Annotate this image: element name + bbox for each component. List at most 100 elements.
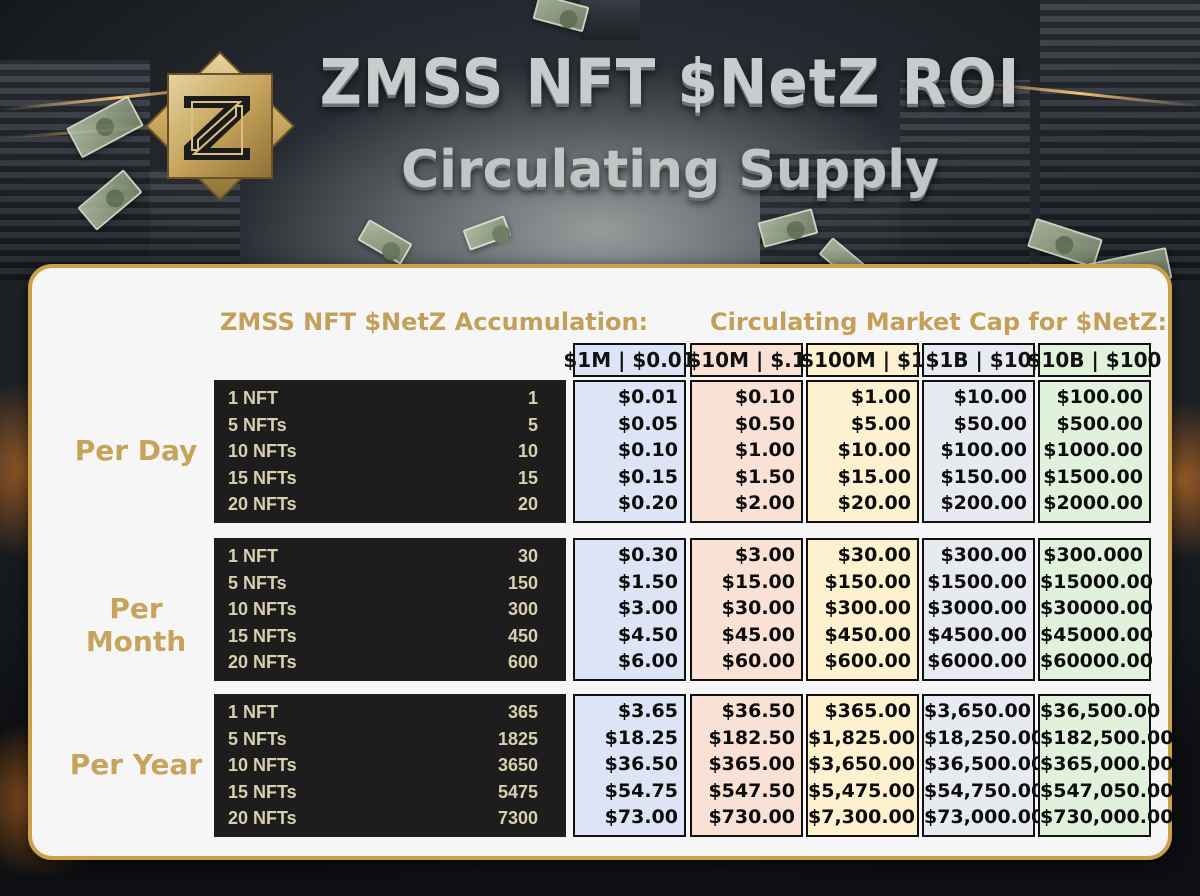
value-cell: $0.01 bbox=[617, 386, 678, 408]
value-cell: $3,650.00 bbox=[924, 700, 1031, 722]
accumulation-row: 20 NFTs 20 bbox=[214, 492, 566, 518]
token-amount: 1 bbox=[527, 388, 538, 408]
value-cell: $3.00 bbox=[734, 544, 795, 566]
value-column-box: $300.00 $1500.00 $3000.00 $4500.00 $6000.00 bbox=[922, 538, 1035, 681]
column-header: $1M | $0.01 bbox=[563, 343, 696, 377]
value-cell: $6.00 bbox=[617, 650, 678, 673]
value-cell: $73.00 bbox=[604, 806, 678, 829]
nft-count-label: 1 NFT bbox=[228, 702, 279, 722]
value-cell: $3,650.00 bbox=[808, 753, 915, 776]
page-subtitle: Circulating Supply bbox=[400, 140, 940, 200]
token-amount: 30 bbox=[517, 546, 538, 566]
value-cell: $10.00 bbox=[953, 386, 1027, 408]
value-column-box: $3.00 $15.00 $30.00 $45.00 $60.00 bbox=[690, 538, 803, 681]
value-cell: $182,500.00 bbox=[1040, 726, 1174, 749]
accumulation-row: 5 NFTs 1825 bbox=[214, 727, 566, 753]
accumulation-row: 15 NFTs 450 bbox=[214, 624, 566, 650]
value-cell: $3.65 bbox=[617, 700, 678, 722]
value-cell: $36,500.00 bbox=[924, 753, 1045, 776]
value-cell: $5,475.00 bbox=[808, 779, 915, 802]
token-amount: 5475 bbox=[497, 781, 538, 802]
token-amount: 600 bbox=[507, 652, 538, 673]
token-amount: 300 bbox=[507, 599, 538, 620]
value-cell: $1.50 bbox=[617, 570, 678, 593]
nft-count-label: 5 NFTs bbox=[228, 414, 287, 435]
nft-count-label: 5 NFTs bbox=[228, 572, 287, 593]
nft-count-label: 15 NFTs bbox=[228, 625, 297, 646]
accumulation-row: 10 NFTs 10 bbox=[214, 439, 566, 465]
value-cell: $0.30 bbox=[617, 544, 678, 566]
value-column-box: $365.00 $1,825.00 $3,650.00 $5,475.00 $7,300… bbox=[806, 694, 919, 837]
value-cell: $73,000.00 bbox=[924, 806, 1045, 829]
accumulation-header: ZMSS NFT $NetZ Accumulation: bbox=[220, 308, 649, 336]
value-cell: $547,050.00 bbox=[1040, 779, 1174, 802]
value-cell: $4.50 bbox=[617, 623, 678, 646]
value-cell: $0.20 bbox=[617, 492, 678, 515]
token-amount: 1825 bbox=[497, 728, 538, 749]
value-cell: $60.00 bbox=[721, 650, 795, 673]
nft-count-label: 15 NFTs bbox=[228, 467, 297, 488]
value-cell: $60000.00 bbox=[1040, 650, 1153, 673]
value-column-box: $300.000 $15000.00 $30000.00 $45000.00 $6000… bbox=[1038, 538, 1153, 681]
group-label: Per Year bbox=[69, 748, 203, 781]
accumulation-row: 20 NFTs 600 bbox=[214, 650, 566, 676]
value-cell: $36,500.00 bbox=[1040, 700, 1161, 722]
token-amount: 5 bbox=[527, 414, 538, 435]
value-cell: $30.00 bbox=[837, 544, 911, 566]
value-column-box: $30.00 $150.00 $300.00 $450.00 $600.00 bbox=[806, 538, 919, 681]
value-cell: $15.00 bbox=[837, 465, 911, 488]
value-cell: $5.00 bbox=[850, 412, 911, 435]
accumulation-row: 5 NFTs 150 bbox=[214, 571, 566, 597]
roi-table-panel: ZMSS NFT $NetZ Accumulation: Circulating… bbox=[28, 264, 1174, 860]
value-cell: $365.00 bbox=[824, 700, 911, 722]
nft-count-label: 10 NFTs bbox=[228, 755, 297, 776]
value-cell: $10.00 bbox=[837, 439, 911, 462]
value-cell: $18,250.00 bbox=[924, 726, 1045, 749]
value-cell: $6000.00 bbox=[927, 650, 1027, 673]
column-header: $1B | $10 bbox=[922, 343, 1035, 377]
value-cell: $730,000.00 bbox=[1040, 806, 1174, 829]
accumulation-row: 1 NFT 365 bbox=[214, 700, 566, 726]
token-amount: 450 bbox=[507, 625, 538, 646]
column-header: $10M | $.1 bbox=[687, 343, 806, 377]
value-cell: $3.00 bbox=[617, 597, 678, 620]
value-cell: $300.00 bbox=[824, 597, 911, 620]
value-cell: $450.00 bbox=[824, 623, 911, 646]
value-column-box: $100.00 $500.00 $1000.00 $1500.00 $2000.00 bbox=[1038, 380, 1151, 523]
value-cell: $15.00 bbox=[721, 570, 795, 593]
accumulation-row: 15 NFTs 5475 bbox=[214, 780, 566, 806]
accumulation-box: 1 NFT 1 5 NFTs 5 10 NFTs 10 15 NFTs 15 20 NFTs 20 bbox=[214, 380, 566, 523]
value-cell: $0.05 bbox=[617, 412, 678, 435]
value-cell: $1.50 bbox=[734, 465, 795, 488]
value-cell: $45000.00 bbox=[1040, 623, 1153, 646]
accumulation-row: 20 NFTs 7300 bbox=[214, 806, 566, 832]
value-cell: $45.00 bbox=[721, 623, 795, 646]
nft-count-label: 1 NFT bbox=[228, 388, 279, 408]
value-cell: $1.00 bbox=[734, 439, 795, 462]
value-cell: $1,825.00 bbox=[808, 726, 915, 749]
accumulation-box: 1 NFT 30 5 NFTs 150 10 NFTs 300 15 NFTs 450 20 N… bbox=[214, 538, 566, 681]
nft-count-label: 20 NFTs bbox=[228, 494, 297, 515]
token-amount: 15 bbox=[517, 467, 538, 488]
token-amount: 10 bbox=[517, 441, 538, 462]
value-cell: $54.75 bbox=[604, 779, 678, 802]
value-cell: $20.00 bbox=[837, 492, 911, 515]
accumulation-row: 5 NFTs 5 bbox=[214, 413, 566, 439]
value-cell: $54,750.00 bbox=[924, 779, 1045, 802]
accumulation-row: 1 NFT 1 bbox=[214, 386, 566, 412]
value-cell: $15000.00 bbox=[1040, 570, 1153, 593]
value-column-box: $0.01 $0.05 $0.10 $0.15 $0.20 bbox=[573, 380, 686, 523]
accumulation-row: 1 NFT 30 bbox=[214, 544, 566, 570]
value-cell: $4500.00 bbox=[927, 623, 1027, 646]
accumulation-row: 10 NFTs 3650 bbox=[214, 753, 566, 779]
token-amount: 365 bbox=[507, 702, 538, 722]
nft-count-label: 1 NFT bbox=[228, 546, 279, 566]
value-cell: $150.00 bbox=[940, 465, 1027, 488]
nft-count-label: 15 NFTs bbox=[228, 781, 297, 802]
accumulation-row: 10 NFTs 300 bbox=[214, 597, 566, 623]
value-cell: $2.00 bbox=[734, 492, 795, 515]
column-header: $100M | $1 bbox=[800, 343, 925, 377]
token-amount: 20 bbox=[517, 494, 538, 515]
value-cell: $300.000 bbox=[1043, 544, 1143, 566]
value-cell: $200.00 bbox=[940, 492, 1027, 515]
